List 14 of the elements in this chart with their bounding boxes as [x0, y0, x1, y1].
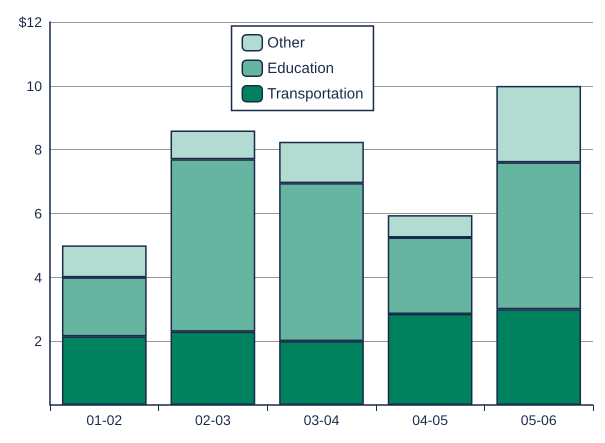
y-tick-label: 4 — [34, 269, 42, 286]
y-tick-label: 10 — [26, 78, 42, 94]
x-tick-label: 01-02 — [86, 412, 122, 428]
x-tick-label: 02-03 — [194, 412, 232, 428]
legend-label: Transportation — [267, 85, 364, 102]
x-tick-label: 05-06 — [520, 412, 557, 428]
y-tick-label: 8 — [34, 142, 42, 158]
x-tick-label: 04-05 — [412, 412, 448, 428]
legend-label: Education — [267, 60, 334, 77]
y-tick-label: 2 — [34, 333, 42, 350]
legend-label: Other — [267, 34, 305, 52]
y-tick-label: $12 — [18, 14, 42, 30]
x-tick-label: 03-04 — [304, 412, 340, 428]
y-tick-label: 6 — [34, 206, 42, 222]
